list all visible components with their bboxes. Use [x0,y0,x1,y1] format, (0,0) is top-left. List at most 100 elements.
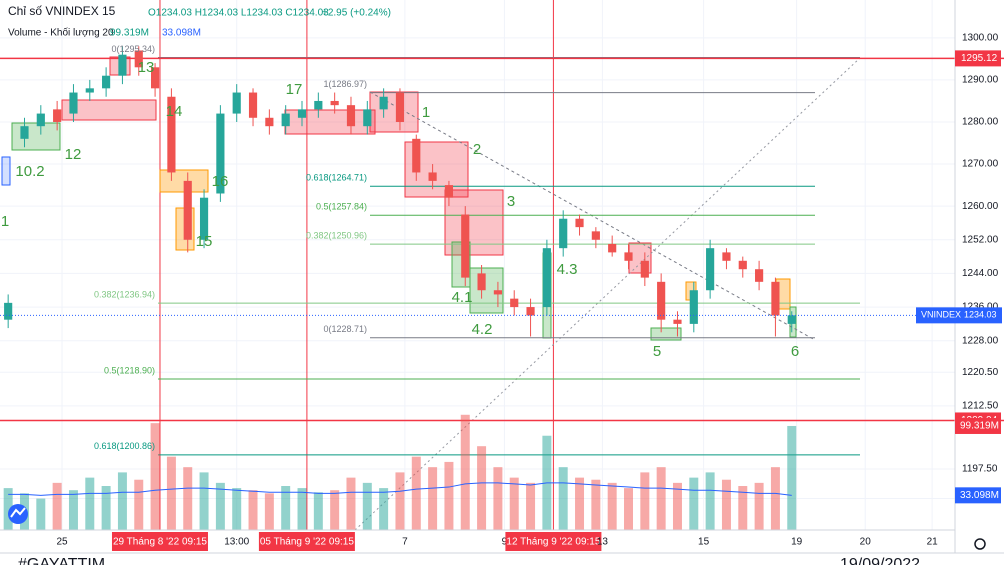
y-tick-label: 1244.00 [962,268,999,279]
plot [0,0,1004,531]
wave-label: 12 [65,146,82,163]
volume-value: 99.319M [110,28,149,39]
wave-label: 2 [473,141,481,158]
wave-label: 1 [422,104,430,121]
zone-box [369,91,419,133]
volume-bar [346,477,356,530]
volume-bar [428,467,438,530]
volume-bar [754,482,764,530]
x-tick-label: 05 Tháng 9 '22 09:15 [260,537,354,548]
candle-body [36,113,45,127]
volume-bar [575,477,585,530]
wave-label: 6 [791,343,799,360]
y-tick-label: 1290.00 [962,75,999,86]
price-badge [955,50,1001,67]
change: +2.95 (+0.24%) [322,8,391,19]
y-tick-label: 1252.00 [962,234,999,245]
volume-bar [330,490,340,530]
volume-bar [640,472,650,530]
volume-bar [477,446,487,530]
volume-bar [509,477,519,530]
volume-bar [199,472,209,530]
volume-bar [36,498,46,530]
volume-bar [281,486,291,530]
volume-title: Volume - Khối lượng 20 [8,27,114,39]
x-tick-label: 29 Tháng 8 '22 09:15 [113,537,207,548]
volume-bar [264,493,274,530]
volume-bar [624,488,633,530]
wave-label: 4.3 [557,261,578,278]
candle-body [755,269,764,282]
volume-ma-line [8,482,792,496]
volume-bar [3,488,13,530]
y-tick-label: 1197.50 [962,464,998,475]
y-tick-label: 1220.50 [962,367,999,378]
candle-body [102,75,111,89]
volume-bar [68,490,78,530]
x-tick-label: 19 [791,537,803,548]
candle-body [591,231,600,240]
x-tick-label: 15 [698,537,710,548]
y-tick-label: 1300.00 [962,32,999,43]
volume-bar [313,492,323,530]
date-badge [111,532,208,551]
wave-label: 5 [653,343,661,360]
logo [8,504,28,524]
date-badge [258,532,355,551]
candle-body [281,113,290,127]
wave-label: 14 [166,103,183,120]
volume-bar [411,456,421,530]
footer-tag: #GAYATTIM [18,556,105,565]
volume-bar [85,477,95,530]
candle-body [134,50,143,68]
candle-body [199,197,209,240]
volume-bar [215,482,225,530]
last-price-name: VNINDEX [921,310,961,320]
x-tick-label: 13:00 [224,537,249,548]
candle-body [444,185,454,198]
volume-bar [248,490,258,530]
candle-body [379,96,388,110]
candle-body [738,260,747,270]
volume-bar [232,488,242,530]
volume-badge [955,417,1001,434]
candle-body [673,319,682,324]
candle-body [722,252,731,261]
footer-date: 19/09/2022 [840,556,920,565]
fib-label: 0.5(1257.84) [316,202,367,212]
wave-label: 4.1 [452,289,473,306]
volume-bar [362,482,372,530]
volume-bar [134,479,144,530]
volume-bar [656,467,666,530]
symbol: Chỉ số VNINDEX [8,4,99,18]
zone-box [11,122,61,151]
price-label: 1295.12 [961,53,998,64]
volume-bar [607,482,617,530]
candle-body [330,100,339,106]
fib-label: 0.618(1264.71) [306,173,367,183]
candle-body [624,252,633,261]
last-price-badge [916,307,1002,324]
volume-label: 99.319M [960,421,999,432]
candle-body [216,113,225,194]
candle-body [787,315,796,324]
volume-badge [955,487,1001,504]
candle-body [477,273,486,291]
fib-label: 0.382(1250.96) [306,231,367,241]
candle-body [771,281,780,316]
candle-body [297,109,307,118]
last-price-label: 1234.03 [964,310,997,320]
settings-icon[interactable] [974,538,986,550]
zone-box [650,327,682,341]
candle-body [706,248,715,291]
volume-ma-value: 33.098M [162,28,201,39]
wave-label: 3 [507,193,515,210]
zone-box [1,156,11,186]
candle-body [493,290,502,295]
fib-label: 0(1228.71) [323,324,367,334]
y-tick-label: 1212.50 [962,401,999,412]
candle-body [657,281,666,320]
x-tick-label: 21 [927,537,939,548]
candle-body [640,260,649,278]
volume-bar [166,456,176,530]
